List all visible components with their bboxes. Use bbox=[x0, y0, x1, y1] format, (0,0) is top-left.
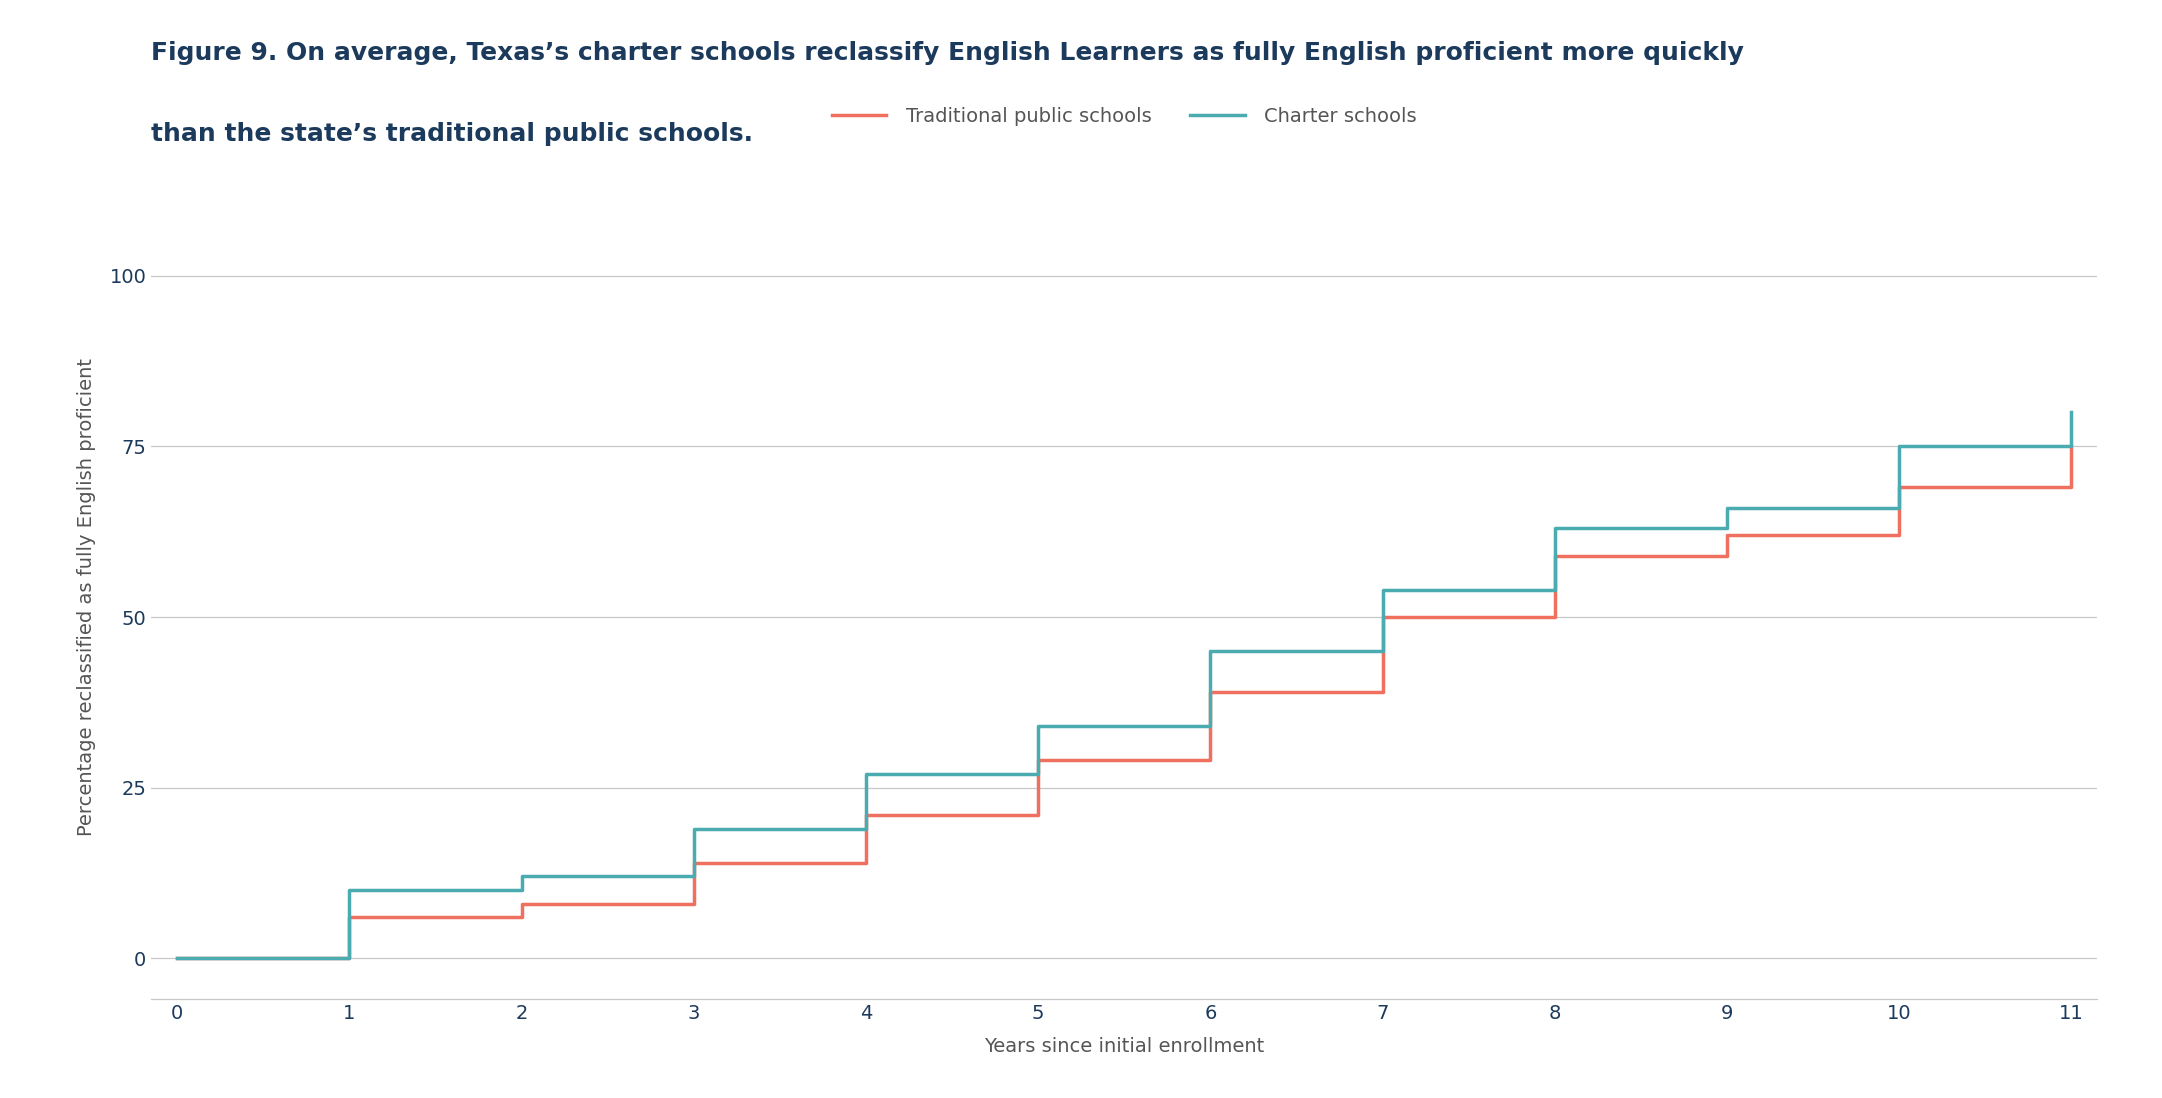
Legend: Traditional public schools, Charter schools: Traditional public schools, Charter scho… bbox=[824, 99, 1425, 134]
Traditional public schools bbox=[1198, 685, 1224, 698]
Traditional public schools bbox=[164, 952, 190, 965]
Charter schools bbox=[1369, 583, 1394, 596]
Traditional public schools bbox=[1885, 481, 1911, 494]
Charter schools bbox=[2058, 406, 2084, 419]
Text: Figure 9. On average, Texas’s charter schools reclassify English Learners as ful: Figure 9. On average, Texas’s charter sc… bbox=[151, 41, 1745, 65]
Charter schools bbox=[1885, 440, 1911, 453]
Charter schools bbox=[164, 952, 190, 965]
Traditional public schools bbox=[1714, 528, 1740, 541]
Charter schools bbox=[1198, 645, 1224, 658]
Y-axis label: Percentage reclassified as fully English proficient: Percentage reclassified as fully English… bbox=[76, 358, 95, 836]
Traditional public schools bbox=[1025, 753, 1051, 766]
Line: Charter schools: Charter schools bbox=[177, 413, 2071, 959]
Traditional public schools bbox=[508, 897, 534, 910]
Charter schools bbox=[337, 884, 363, 897]
Traditional public schools bbox=[337, 910, 363, 923]
Line: Traditional public schools: Traditional public schools bbox=[177, 447, 2071, 959]
Charter schools bbox=[681, 822, 707, 836]
Traditional public schools bbox=[2058, 440, 2084, 453]
Text: than the state’s traditional public schools.: than the state’s traditional public scho… bbox=[151, 122, 752, 146]
X-axis label: Years since initial enrollment: Years since initial enrollment bbox=[984, 1037, 1265, 1056]
Traditional public schools bbox=[1542, 549, 1567, 562]
Charter schools bbox=[1714, 502, 1740, 515]
Traditional public schools bbox=[1369, 610, 1394, 624]
Traditional public schools bbox=[854, 808, 880, 821]
Charter schools bbox=[508, 870, 534, 883]
Traditional public schools bbox=[681, 856, 707, 870]
Charter schools bbox=[854, 768, 880, 781]
Charter schools bbox=[1025, 719, 1051, 732]
Charter schools bbox=[1542, 522, 1567, 535]
